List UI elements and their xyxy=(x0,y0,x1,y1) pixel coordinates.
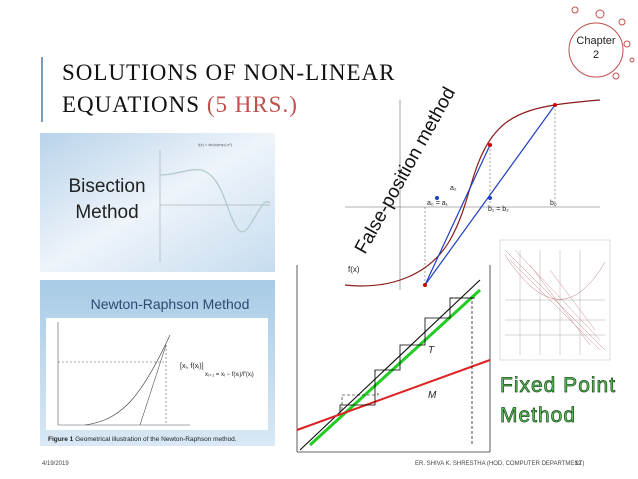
footer-page: 12 xyxy=(575,461,582,467)
bisection-panel xyxy=(40,133,275,272)
t-label: T xyxy=(428,345,435,356)
fixed-point-label: Fixed Point xyxy=(500,374,616,397)
plot-title: f(x) = sin(x)exp(-x²) xyxy=(198,142,233,147)
a2-label: a₂ xyxy=(450,185,457,192)
bisection-plot xyxy=(159,150,271,262)
caption-label: Figure 1 xyxy=(48,436,74,443)
chapter-number: 2 xyxy=(593,49,599,61)
bisection-label: Bisection xyxy=(68,176,145,197)
newton-figure xyxy=(46,318,268,430)
false-position-plot xyxy=(344,99,601,290)
footer-author: ER. SHIVA K. SHRESTHA (HOD, COMPUTER DEP… xyxy=(415,461,584,467)
newton-formula: xᵢ₊₁ = xᵢ − f(xᵢ)/f′(xᵢ) xyxy=(205,372,254,378)
chapter-decoration xyxy=(568,6,635,80)
title-hours: (5 HRS.) xyxy=(207,92,298,117)
newton-point: [xᵢ, f(xᵢ)] xyxy=(180,363,204,370)
title-text: EQUATIONS xyxy=(62,92,200,117)
bisection-label: Method xyxy=(75,202,138,223)
a0-label: a₀ = a₁ xyxy=(427,200,449,207)
fixed-point-image xyxy=(499,239,611,361)
fixed-point-plot xyxy=(296,265,491,453)
b0-label: b₀ xyxy=(550,200,557,207)
fixed-point-label: Method xyxy=(500,404,576,427)
footer-date: 4/19/2019 xyxy=(42,461,69,467)
b1-label: b₁ = b₂ xyxy=(488,206,509,213)
newton-caption: Figure 1 Geometrical illustration of the… xyxy=(48,436,237,443)
fx-label: f(x) xyxy=(348,265,360,274)
newton-plot xyxy=(57,322,190,426)
m-label: M xyxy=(428,390,437,401)
caption-text: Geometrical illustration of the Newton-R… xyxy=(75,436,237,443)
chapter-label: Chapter xyxy=(576,35,615,47)
title-line: SOLUTIONS OF NON-LINEAR xyxy=(62,60,396,85)
title-line: EQUATIONS (5 HRS.) xyxy=(62,92,298,117)
newton-title: Newton-Raphson Method xyxy=(91,296,250,312)
